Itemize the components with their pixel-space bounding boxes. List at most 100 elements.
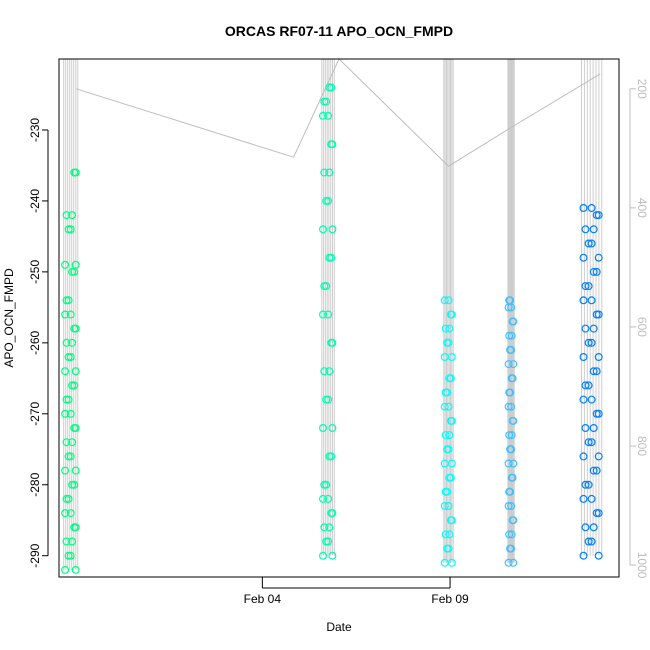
data-point xyxy=(62,438,71,447)
y2-tick-label: 600 xyxy=(635,317,649,337)
data-point xyxy=(322,282,331,291)
data-point xyxy=(325,523,334,532)
data-point xyxy=(581,225,590,234)
data-point xyxy=(508,416,517,425)
data-point xyxy=(584,537,593,546)
data-point xyxy=(592,211,601,220)
data-point xyxy=(324,310,333,319)
data-point xyxy=(320,523,329,532)
data-point xyxy=(589,466,598,475)
data-point xyxy=(324,196,333,205)
data-point xyxy=(445,473,454,482)
data-point xyxy=(322,97,331,106)
data-point xyxy=(507,544,516,553)
data-point xyxy=(509,558,518,567)
data-point xyxy=(594,353,603,362)
data-point xyxy=(504,402,513,411)
y2-axis: 200 400 600 800 1000 xyxy=(629,79,649,579)
data-point xyxy=(507,331,516,340)
y2-tick-label: 1000 xyxy=(635,552,649,579)
data-point xyxy=(579,353,588,362)
data-point xyxy=(507,374,516,383)
data-point xyxy=(594,452,603,461)
data-point xyxy=(71,367,80,376)
y-tick-label: -230 xyxy=(28,118,42,142)
data-point xyxy=(328,551,337,560)
data-point xyxy=(587,338,596,347)
data-points xyxy=(61,83,603,574)
data-point xyxy=(504,558,513,567)
data-point xyxy=(68,537,77,546)
data-point xyxy=(62,537,71,546)
data-point xyxy=(589,225,598,234)
data-point xyxy=(506,296,515,305)
data-point xyxy=(440,502,449,511)
y-tick-label: -290 xyxy=(28,543,42,567)
data-point xyxy=(324,494,333,503)
data-point xyxy=(507,345,516,354)
data-point xyxy=(579,204,588,213)
data-point xyxy=(70,168,79,177)
data-point xyxy=(581,480,590,489)
background-lines xyxy=(63,58,603,570)
series-rf10 xyxy=(504,296,518,567)
data-point xyxy=(587,239,596,248)
data-point xyxy=(594,551,603,560)
plot-area xyxy=(58,58,620,578)
data-point xyxy=(446,516,455,525)
data-point xyxy=(509,360,518,369)
data-point xyxy=(592,310,601,319)
y-axis: -290 -280 -270 -260 -250 -240 -230 xyxy=(28,118,49,568)
data-point xyxy=(61,367,70,376)
x-tick-label: Feb 09 xyxy=(431,592,469,606)
data-point xyxy=(589,324,598,333)
data-point xyxy=(581,282,590,291)
data-point xyxy=(61,310,70,319)
x-axis-title: Date xyxy=(326,620,352,634)
y-tick-label: -280 xyxy=(28,472,42,496)
data-point xyxy=(584,480,593,489)
data-point xyxy=(66,353,75,362)
data-point xyxy=(589,424,598,433)
data-point xyxy=(319,310,328,319)
data-point xyxy=(584,282,593,291)
data-point xyxy=(505,431,514,440)
data-point xyxy=(445,324,454,333)
data-point xyxy=(68,480,77,489)
data-point xyxy=(319,424,328,433)
y-tick-label: -260 xyxy=(28,331,42,355)
data-point xyxy=(324,111,333,120)
y-tick-label: -270 xyxy=(28,401,42,425)
data-point xyxy=(444,402,453,411)
data-point xyxy=(71,466,80,475)
y2-tick-label: 200 xyxy=(635,79,649,99)
data-point xyxy=(320,168,329,177)
data-point xyxy=(581,424,590,433)
data-point xyxy=(71,260,80,269)
data-point xyxy=(589,523,598,532)
data-point xyxy=(68,381,77,390)
data-point xyxy=(587,296,596,305)
series-rf08 xyxy=(319,83,337,560)
data-point xyxy=(324,395,333,404)
data-point xyxy=(325,253,334,262)
data-point xyxy=(66,310,75,319)
data-point xyxy=(446,416,455,425)
background-series-line xyxy=(76,58,601,167)
data-point xyxy=(579,452,588,461)
data-point xyxy=(70,523,79,532)
data-point xyxy=(592,509,601,518)
data-point xyxy=(506,487,515,496)
data-point xyxy=(66,452,75,461)
y-axis-title: APO_OCN_FMPD xyxy=(2,268,16,368)
data-point xyxy=(584,438,593,447)
data-point xyxy=(61,260,70,269)
data-point xyxy=(506,388,515,397)
data-point xyxy=(320,367,329,376)
data-point xyxy=(319,111,328,120)
data-point xyxy=(71,565,80,574)
data-point xyxy=(587,204,596,213)
data-point xyxy=(70,324,79,333)
data-point xyxy=(319,225,328,234)
data-point xyxy=(444,338,453,347)
